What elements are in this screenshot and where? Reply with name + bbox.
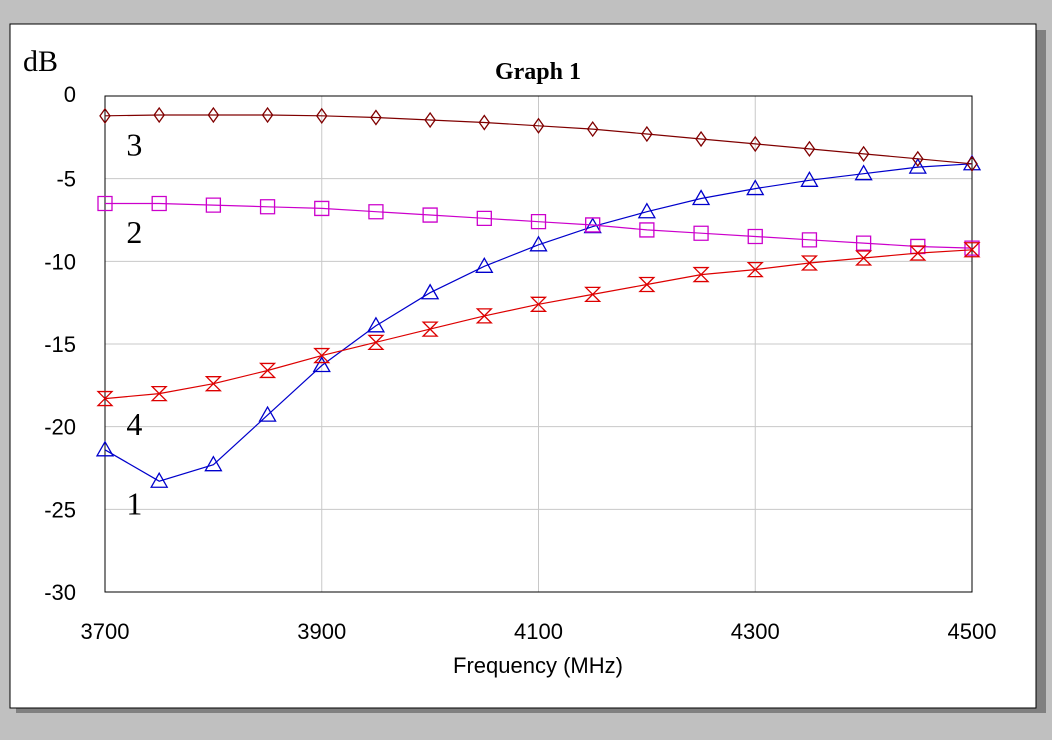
data-point (801, 232, 818, 248)
data-point (803, 140, 816, 158)
data-point (95, 440, 115, 457)
data-point (150, 385, 168, 402)
data-point (478, 114, 491, 131)
data-point (96, 390, 114, 407)
data-point (691, 189, 711, 206)
chart-title: Graph 1 (495, 59, 581, 85)
data-point (312, 356, 331, 373)
data-point (746, 261, 764, 278)
x-tick-label: 3700 (81, 619, 130, 644)
data-point (475, 308, 493, 324)
plot-border (104, 95, 973, 593)
data-point (259, 199, 276, 215)
data-point (532, 117, 545, 134)
data-point (205, 197, 222, 213)
data-point (153, 106, 165, 124)
data-point (97, 195, 113, 212)
y-tick-label: -20 (44, 415, 76, 440)
data-point (422, 207, 438, 223)
data-point (966, 155, 978, 172)
series-line (105, 202, 973, 249)
data-point (854, 164, 873, 181)
data-point (637, 202, 656, 219)
data-point (639, 222, 655, 238)
x-tick-label: 4500 (948, 619, 997, 644)
series-line (104, 163, 973, 482)
y-tick-label: -25 (44, 497, 76, 522)
series-1 (95, 154, 982, 488)
data-point (366, 316, 386, 333)
data-point (424, 111, 436, 129)
data-point (909, 245, 927, 261)
data-point (370, 109, 382, 126)
y-tick-label: -30 (44, 580, 76, 605)
data-point (910, 238, 926, 255)
data-point (367, 334, 385, 350)
y-axis-label: dB (23, 45, 58, 78)
data-point (151, 195, 167, 212)
data-point (258, 362, 277, 379)
data-point (800, 171, 819, 187)
data-point (258, 405, 277, 422)
data-point (857, 145, 870, 162)
data-point (204, 455, 223, 472)
data-point (529, 296, 548, 312)
data-point (912, 150, 924, 167)
data-point (99, 107, 111, 124)
data-point (908, 157, 927, 174)
curve-label: 2 (126, 214, 142, 250)
data-point (313, 347, 331, 364)
data-point (150, 471, 169, 488)
data-point (746, 179, 765, 196)
data-point (695, 130, 707, 148)
data-point (261, 106, 274, 124)
data-point (638, 276, 656, 293)
data-point (204, 376, 222, 392)
tick-layer: 3700 3900 4100 4300 4500 0 -5 -10 -15 -20 -25 -30 (44, 82, 996, 644)
data-point (530, 214, 547, 230)
data-point (963, 242, 981, 258)
data-point (207, 106, 220, 124)
curve-label-layer: 3 2 4 1 (126, 127, 142, 522)
data-point (421, 283, 440, 300)
y-tick-label: -15 (44, 332, 76, 357)
data-point (475, 256, 494, 273)
data-point (747, 228, 763, 245)
x-tick-label: 4100 (514, 619, 563, 644)
data-point (421, 321, 439, 337)
data-point (749, 135, 762, 153)
series-4 (96, 242, 981, 407)
data-point (314, 200, 330, 217)
data-point (855, 235, 872, 251)
curve-label: 4 (126, 406, 142, 442)
series-2 (97, 195, 980, 256)
y-tick-label: 0 (64, 82, 76, 107)
data-point (585, 217, 601, 233)
series-3 (99, 106, 978, 172)
curve-label: 1 (126, 485, 142, 521)
data-point (800, 255, 819, 271)
y-tick-label: -5 (56, 167, 76, 192)
data-point (368, 204, 384, 220)
data-point (476, 210, 492, 226)
series-layer (95, 106, 982, 488)
y-tick-label: -10 (44, 249, 76, 274)
data-point (855, 250, 873, 266)
data-point (584, 286, 602, 303)
series-line (104, 114, 973, 165)
data-point (586, 120, 599, 138)
data-point (693, 225, 709, 241)
x-tick-label: 4300 (731, 619, 780, 644)
x-axis-label: Frequency (MHz) (453, 653, 623, 678)
data-point (641, 125, 653, 143)
data-point (529, 235, 548, 252)
data-point (692, 266, 710, 283)
data-point (315, 107, 328, 124)
x-tick-label: 3900 (297, 619, 346, 644)
curve-label: 3 (126, 127, 142, 163)
